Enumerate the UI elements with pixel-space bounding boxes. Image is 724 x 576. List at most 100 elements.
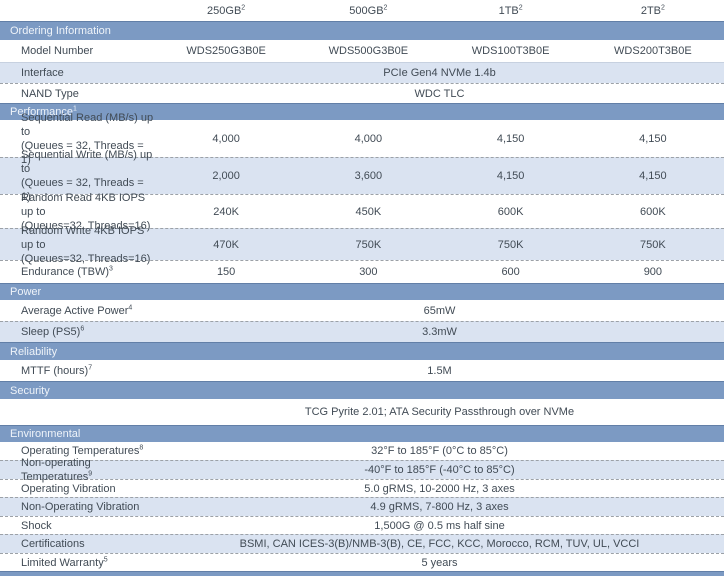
row-label-text: MTTF (hours)	[21, 364, 89, 377]
spec-value: 240K	[213, 205, 239, 218]
section-bar-environmental: Environmental	[0, 425, 724, 442]
row-label: Non-Operating Vibration	[0, 500, 155, 514]
row-label-text: Operating Vibration	[21, 482, 116, 495]
row-label-line1: Non-Operating Vibration	[21, 500, 155, 514]
spec-value: WDS500G3B0E	[328, 45, 409, 57]
section-bar-text: Environmental	[10, 428, 81, 440]
spec-value: 4,150	[639, 170, 667, 182]
row-label: Sequential Write (MB/s) up to (Queues = 3…	[0, 148, 155, 204]
capacity-label: 1TB	[498, 4, 519, 17]
spec-value: WDS200T3B0E	[614, 45, 692, 57]
row-label-text: Sequential Read (MB/s) up to	[21, 111, 154, 138]
spec-value-span: BSMI, CAN ICES-3(B)/NMB-3(B), CE, FCC, K…	[239, 538, 640, 550]
row-label-line1: Operating Vibration	[21, 482, 155, 496]
row-label-line1: Random Read 4KB IOPS up to	[21, 191, 155, 219]
spec-value-span: PCIe Gen4 NVMe 1.4b	[383, 67, 496, 79]
footnote-marker: 2	[661, 3, 665, 11]
section-bar-performance: Performance1	[0, 103, 724, 120]
row-mttf-hours: MTTF (hours)7 1.5M	[0, 360, 724, 381]
row-label-line1: NAND Type	[21, 87, 155, 101]
row-random-write-4kb-iops-up-to: Random Write 4KB IOPS up to (Queues=32, T…	[0, 224, 724, 265]
row-label: Operating Vibration	[0, 482, 155, 496]
spec-value: 600	[501, 266, 520, 278]
row-label: Endurance (TBW)3	[0, 265, 155, 279]
row-label-line1: MTTF (hours)7	[21, 364, 155, 378]
capacity-column-header: 500GB2	[297, 4, 439, 17]
row-label-line1: Average Active Power4	[21, 304, 155, 318]
row-label-line1: Limited Warranty5	[21, 556, 155, 570]
spec-value-span: TCG Pyrite 2.01; ATA Security Passthroug…	[304, 406, 575, 418]
capacity-column-header: 250GB2	[155, 4, 297, 17]
capacity-label: 250GB	[207, 4, 242, 17]
row-random-read-4kb-iops-up-to: Random Read 4KB IOPS up to (Queues=32, Th…	[0, 192, 724, 232]
section-bar-label: Environmental	[10, 428, 80, 440]
row-label-text: Endurance (TBW)	[21, 266, 110, 278]
section-bar-text: Performance	[10, 106, 73, 118]
section-bar-security: Security	[0, 381, 724, 399]
footnote-marker: 8	[139, 444, 144, 452]
row-label-line1: Operating Temperatures8	[21, 444, 155, 458]
section-bar-text: Reliability	[10, 345, 58, 358]
spec-value: 2,000	[212, 170, 240, 182]
spec-value: 4,000	[354, 132, 383, 145]
spec-value-span: 4.9 gRMS, 7-800 Hz, 3 axes	[370, 501, 509, 513]
spec-value-span: 1,500G @ 0.5 ms half sine	[374, 519, 505, 532]
row-label-line1: Shock	[21, 519, 155, 533]
spec-value: WDS250G3B0E	[186, 45, 266, 57]
footnote-marker: 9	[88, 470, 93, 478]
row-label-line1: Sequential Write (MB/s) up to	[21, 148, 155, 176]
row-shock: Shock 1,500G @ 0.5 ms half sine	[0, 516, 724, 534]
spec-value: 470K	[213, 238, 239, 251]
row-operating-vibration: Operating Vibration 5.0 gRMS, 10-2000 Hz,…	[0, 479, 724, 497]
column-header-row: 250GB2 500GB2 1TB 2 2TB2	[0, 0, 724, 21]
section-bar-label: Ordering Information	[10, 25, 111, 37]
row-label: Shock	[0, 519, 155, 533]
section-bar-label: Reliability	[10, 346, 57, 358]
row-label-line1: Sequential Read (MB/s) up to	[21, 111, 155, 139]
row-label-line2: (Queues = 32, Threads = 1)	[21, 177, 144, 203]
spec-value: 3,600	[354, 170, 383, 182]
spec-value-span: 65mW	[423, 304, 456, 317]
row-label-text: Random Write 4KB IOPS up to	[21, 224, 145, 251]
spec-value: 750K	[497, 238, 524, 251]
footnote-marker: 3	[109, 265, 113, 273]
section-bar-text: Power	[10, 286, 42, 298]
row-operating-temperatures: Operating Temperatures8 32°F to 185°F (0°…	[0, 442, 724, 460]
spec-value-span: 3.3mW	[422, 326, 457, 338]
row-model-number: Model Number WDS250G3B0E WDS500G3B0E WDS100…	[0, 40, 724, 62]
capacity-column-header: 2TB2	[582, 3, 724, 17]
row-label-text: Sleep (PS5)	[21, 326, 81, 338]
spec-value-span: 5 years	[421, 556, 458, 569]
spec-value: 600K	[497, 205, 524, 218]
row-label-line2: (Queues = 32, Threads = 1)	[21, 139, 144, 166]
spec-value: 150	[216, 266, 236, 278]
row-interface: Interface PCIe Gen4 NVMe 1.4b	[0, 62, 724, 83]
row-label: NAND Type	[0, 87, 155, 101]
capacity-label: 500GB	[349, 4, 384, 17]
section-bar-label: Performance1	[10, 105, 77, 118]
row-label-text: Shock	[21, 519, 52, 532]
spec-value: 4,000	[212, 132, 240, 145]
section-bar-text: Ordering Information	[10, 25, 111, 37]
section-bar-bottom-partial	[0, 571, 724, 576]
row-certifications: Certifications BSMI, CAN ICES-3(B)/NMB-3(…	[0, 534, 724, 553]
row-label-text: NAND Type	[21, 87, 79, 100]
row-nand-type: NAND Type WDC TLC	[0, 83, 724, 103]
row-label: Limited Warranty5	[0, 556, 155, 570]
row-label: Model Number	[0, 44, 155, 58]
row-label-text: Interface	[21, 67, 64, 79]
row-label-line1: Endurance (TBW)3	[21, 265, 155, 279]
row-label-text: Operating Temperatures	[21, 445, 140, 457]
row-label: Interface	[0, 66, 155, 80]
section-bar-label: Security	[10, 385, 50, 397]
row-label: Random Read 4KB IOPS up to (Queues=32, Th…	[0, 191, 155, 233]
spec-value-span: WDC TLC	[414, 87, 465, 100]
spec-value: 4,150	[639, 132, 667, 145]
footnote-marker: 7	[88, 363, 93, 371]
spec-value-span: 1.5M	[427, 364, 452, 377]
spec-value: 4,150	[496, 170, 525, 182]
spec-value: 450K	[355, 205, 382, 218]
row-label: Sequential Read (MB/s) up to (Queues = 32…	[0, 111, 155, 167]
section-bar-power: Power	[0, 283, 724, 300]
